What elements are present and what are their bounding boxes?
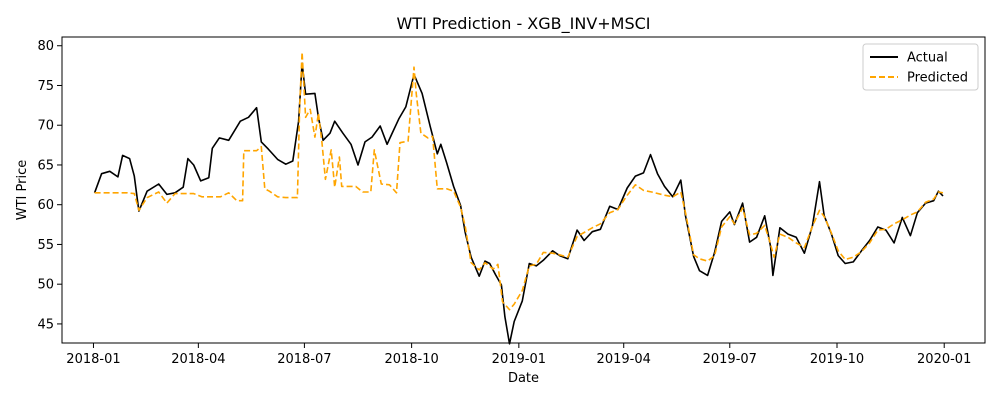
series-line-predicted (94, 51, 944, 311)
y-tick-label: 80 (37, 39, 54, 54)
plot-frame (61, 36, 986, 344)
x-tick-label: 2018-01 (66, 352, 120, 367)
legend-label-actual: Actual (907, 51, 948, 66)
chart-title: WTI Prediction - XGB_INV+MSCI (396, 14, 650, 34)
x-tick-label: 2019-01 (492, 352, 546, 367)
legend: Actual Predicted (862, 43, 979, 91)
x-axis-ticks: 2018-01 2018-04 2018-07 2018-10 2019-01 2019-… (66, 343, 971, 367)
y-axis-ticks: 45 50 55 60 65 70 75 80 (37, 39, 62, 332)
y-tick-label: 45 (37, 317, 54, 332)
x-tick-label: 2019-07 (703, 352, 757, 367)
x-tick-label: 2018-04 (171, 352, 225, 367)
y-tick-label: 65 (37, 158, 54, 173)
legend-label-predicted: Predicted (907, 71, 968, 86)
plot-area (93, 51, 944, 345)
legend-box (862, 43, 979, 91)
y-tick-label: 50 (37, 278, 54, 293)
y-tick-label: 55 (37, 238, 54, 253)
x-tick-label: 2020-01 (917, 352, 971, 367)
y-tick-label: 70 (37, 119, 54, 134)
y-axis-title: WTI Price (15, 160, 30, 220)
y-tick-label: 60 (37, 198, 54, 213)
x-tick-label: 2018-10 (384, 352, 438, 367)
x-axis-title: Date (508, 371, 539, 386)
x-tick-label: 2018-07 (277, 352, 331, 367)
x-tick-label: 2019-04 (597, 352, 651, 367)
y-tick-label: 75 (37, 79, 54, 94)
x-tick-label: 2019-10 (810, 352, 864, 367)
